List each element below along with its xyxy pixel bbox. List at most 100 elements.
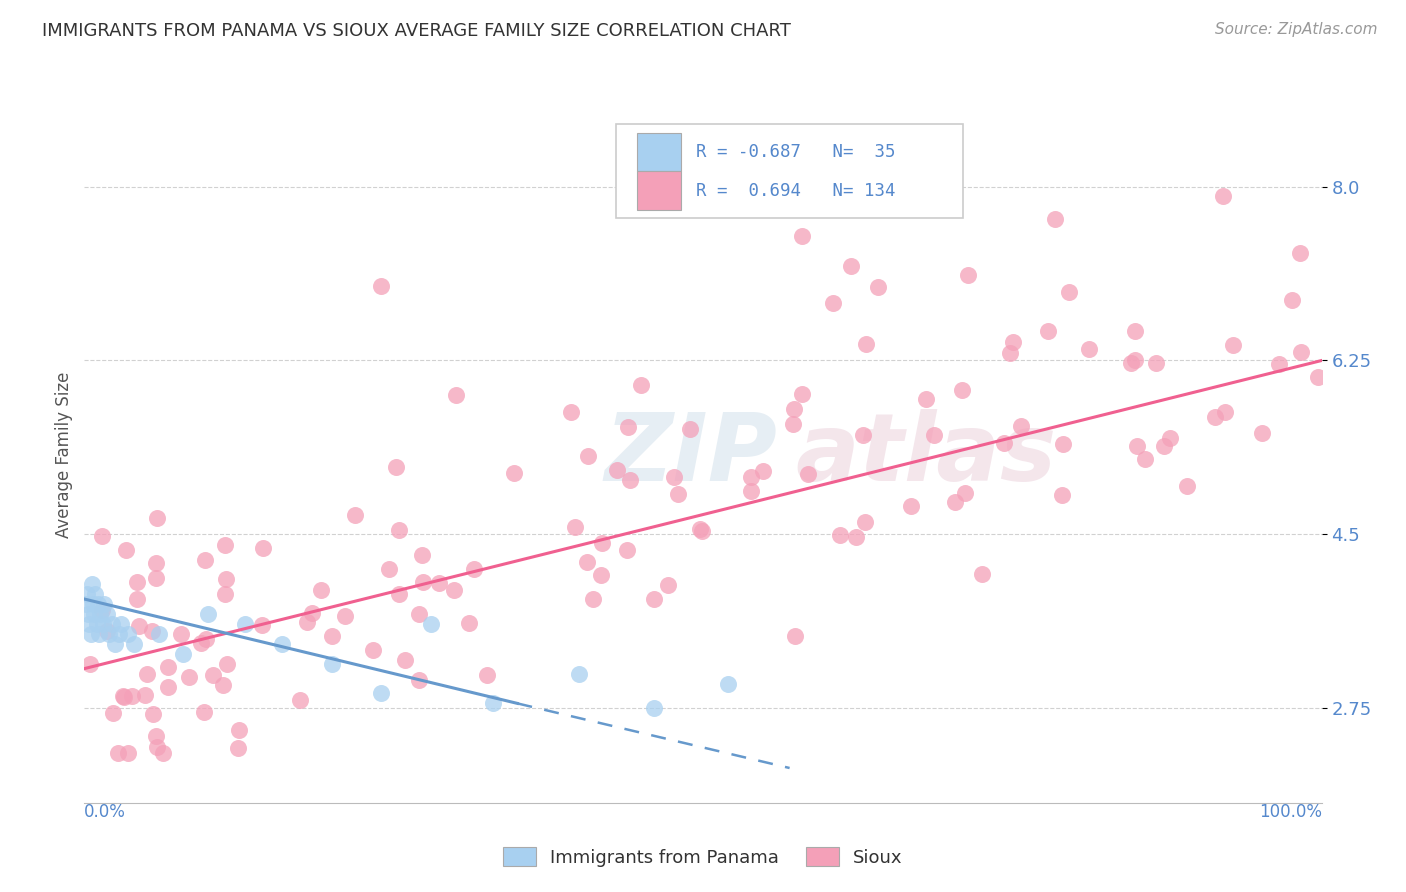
Point [782,417,804,431]
Point [214,587,236,601]
Point [388,523,411,537]
Point [993,435,1015,450]
Point [226,740,249,755]
Point [1036,324,1059,338]
Point [122,637,145,651]
Point [790,229,813,244]
Point [141,624,163,638]
Point [1213,405,1236,419]
Text: ZIP: ZIP [605,409,778,501]
Point [91,528,114,542]
Point [142,706,165,721]
Point [79,616,101,631]
Point [117,627,139,641]
Point [957,268,980,283]
FancyBboxPatch shape [616,124,963,219]
Point [96,624,118,639]
Point [568,666,591,681]
Point [121,689,143,703]
Bar [637,133,681,171]
Point [955,486,977,500]
Point [86,616,108,631]
Point [212,678,235,692]
Point [458,615,481,630]
Point [619,473,641,487]
Point [101,706,124,720]
Point [1159,431,1181,445]
Point [582,592,605,607]
Point [271,637,294,651]
Point [107,746,129,760]
Point [90,603,112,617]
Point [828,528,851,542]
Point [790,387,813,401]
Point [321,629,343,643]
Point [301,606,323,620]
Point [77,607,100,621]
Point [606,463,628,477]
Point [1250,425,1272,440]
Point [190,636,212,650]
Point [1222,338,1244,352]
Point [444,388,467,402]
Point [1052,487,1074,501]
Point [115,543,138,558]
Point [855,337,877,351]
Point [481,697,503,711]
Point [841,259,863,273]
Point [89,607,111,621]
Point [643,592,665,607]
Point [419,616,441,631]
Text: atlas: atlas [796,409,1057,501]
Point [411,549,433,563]
Point [93,597,115,611]
Point [76,587,98,601]
Point [823,295,845,310]
Point [564,519,586,533]
Point [177,670,200,684]
Point [560,404,582,418]
Point [145,556,167,570]
Point [195,632,218,646]
Point [998,346,1021,360]
Point [475,667,498,681]
Point [112,689,135,703]
Point [215,572,238,586]
Point [657,578,679,592]
Point [666,487,689,501]
Point [110,616,132,631]
Point [387,587,409,601]
Point [1306,370,1329,384]
Point [295,615,318,629]
Point [134,688,156,702]
Point [616,542,638,557]
Point [148,627,170,641]
Point [202,667,225,681]
Point [311,583,333,598]
Point [172,647,194,661]
Point [1204,409,1226,424]
Point [408,607,430,621]
Point [125,591,148,606]
Point [87,597,110,611]
Point [233,616,256,631]
Point [679,422,702,436]
Point [321,657,343,671]
Point [783,401,806,416]
Point [145,729,167,743]
Point [378,562,401,576]
Point [692,524,714,538]
Point [146,511,169,525]
Point [288,693,311,707]
Point [1133,452,1156,467]
Point [75,597,97,611]
Text: 0.0%: 0.0% [84,803,127,821]
Point [1126,439,1149,453]
Text: R =  0.694   N= 134: R = 0.694 N= 134 [696,182,896,200]
Point [91,616,114,631]
Point [145,740,167,755]
Point [1288,245,1310,260]
Point [1175,479,1198,493]
Point [96,607,118,621]
Point [1123,324,1146,338]
